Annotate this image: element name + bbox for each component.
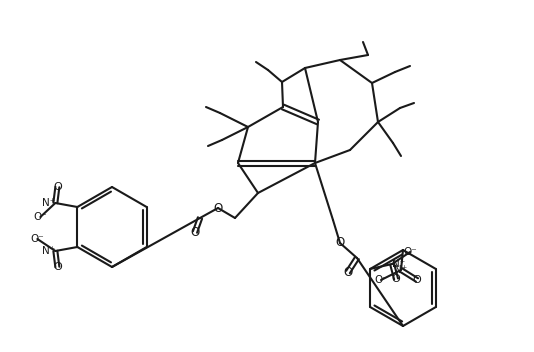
Text: O: O bbox=[392, 274, 400, 284]
Text: O⁻: O⁻ bbox=[30, 234, 44, 244]
Text: O: O bbox=[214, 201, 223, 214]
Text: O: O bbox=[53, 262, 62, 272]
Text: O: O bbox=[413, 275, 421, 285]
Text: O⁻: O⁻ bbox=[34, 212, 47, 222]
Text: O: O bbox=[335, 237, 344, 250]
Text: N⁺: N⁺ bbox=[42, 198, 56, 208]
Text: N⁺: N⁺ bbox=[42, 246, 56, 256]
Text: O: O bbox=[53, 182, 62, 192]
Text: O: O bbox=[343, 265, 352, 278]
Text: N⁺: N⁺ bbox=[392, 259, 405, 269]
Text: N⁺: N⁺ bbox=[395, 265, 407, 275]
Text: O⁻: O⁻ bbox=[403, 247, 417, 257]
Text: O⁻: O⁻ bbox=[374, 275, 388, 285]
Text: O: O bbox=[191, 226, 200, 239]
